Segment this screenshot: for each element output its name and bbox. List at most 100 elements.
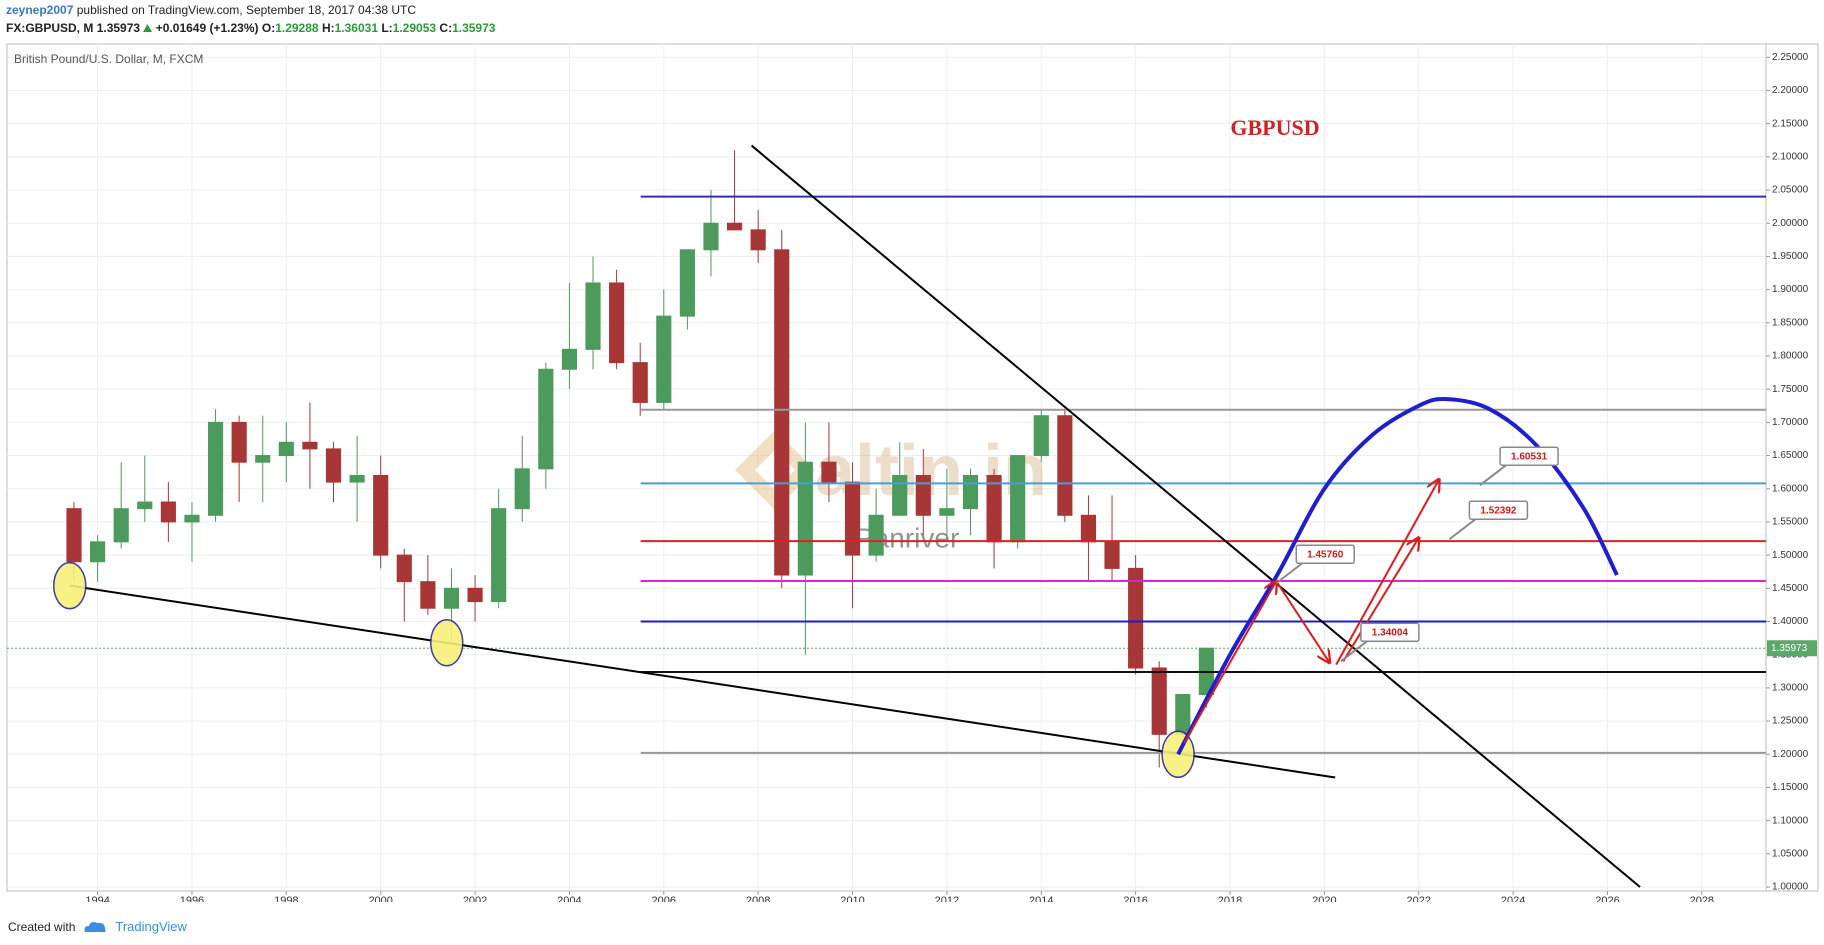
y-tick-label: 1.10000 xyxy=(1772,815,1809,826)
x-tick-label: 1998 xyxy=(274,895,298,902)
candle-body xyxy=(1057,415,1073,516)
arrow xyxy=(1183,581,1276,744)
candle-body xyxy=(679,249,695,317)
created-with: Created with xyxy=(8,919,76,934)
candle-body xyxy=(66,508,82,563)
change: +0.01649 (+1.23%) xyxy=(155,21,259,35)
x-tick-label: 2024 xyxy=(1501,895,1525,902)
plot-area xyxy=(6,43,1767,892)
x-tick-label: 2004 xyxy=(557,895,581,902)
high: 1.36031 xyxy=(334,21,378,35)
y-tick-label: 1.20000 xyxy=(1772,749,1809,760)
x-tick-label: 2022 xyxy=(1406,895,1430,902)
price-label: 1.52392 xyxy=(1480,505,1517,516)
arrow xyxy=(1342,538,1418,662)
candle-body xyxy=(797,461,813,576)
candle-body xyxy=(561,348,578,370)
candle-body xyxy=(609,282,625,364)
brand[interactable]: TradingView xyxy=(115,919,187,934)
last-price-label: 1.35973 xyxy=(1771,643,1808,654)
published: published on TradingView.com, September … xyxy=(76,3,417,17)
y-tick-label: 2.20000 xyxy=(1772,85,1809,96)
chart-subtitle: British Pound/U.S. Dollar, M, FXCM xyxy=(14,52,203,66)
low: 1.29053 xyxy=(392,21,437,35)
candle-body xyxy=(396,554,412,583)
x-tick-label: 2020 xyxy=(1312,895,1336,902)
candle-body xyxy=(726,222,743,231)
x-tick-label: 1994 xyxy=(85,895,109,902)
arrow xyxy=(1275,580,1329,663)
x-tick-label: 2016 xyxy=(1123,895,1147,902)
y-tick-label: 1.75000 xyxy=(1772,384,1809,395)
price-label: 1.34004 xyxy=(1372,627,1409,638)
candle-body xyxy=(774,249,790,576)
y-tick-label: 1.90000 xyxy=(1772,284,1809,295)
y-tick-label: 1.65000 xyxy=(1772,450,1809,461)
label-pointer xyxy=(1340,640,1368,663)
candle-body xyxy=(939,508,955,516)
open-label: O: xyxy=(261,21,276,35)
y-tick-label: 1.45000 xyxy=(1772,583,1809,594)
footer: Created with TradingView xyxy=(8,919,187,934)
candle-body xyxy=(585,282,601,350)
candle-body xyxy=(467,587,483,603)
last-price-tag xyxy=(1767,640,1817,657)
candle-body xyxy=(349,474,365,483)
candle-body xyxy=(113,508,129,543)
x-tick-label: 2014 xyxy=(1029,895,1053,902)
trendline xyxy=(69,584,1336,779)
candle-body xyxy=(278,441,294,457)
marker-ellipse xyxy=(430,618,464,667)
open: 1.29288 xyxy=(275,21,319,35)
marker-ellipse xyxy=(53,561,87,610)
candle-body xyxy=(137,501,153,510)
symbol-line: FX:GBPUSD, M 1.35973 +0.01649 (+1.23%) O… xyxy=(6,21,495,35)
candle-body xyxy=(538,368,554,470)
price-axis xyxy=(1765,43,1819,892)
y-tick-label: 1.30000 xyxy=(1772,683,1809,694)
x-tick-label: 2006 xyxy=(652,895,676,902)
chart: altin.in Panriver 1.457601.340041.523921… xyxy=(6,43,1819,902)
candle-body xyxy=(231,421,247,463)
y-tick-label: 1.95000 xyxy=(1772,251,1809,262)
author[interactable]: zeynep2007 xyxy=(6,3,74,17)
candle-body xyxy=(302,441,318,450)
x-tick-label: 2008 xyxy=(746,895,770,902)
chart-title: GBPUSD xyxy=(1230,115,1319,140)
candle-body xyxy=(1010,455,1026,543)
y-tick-label: 1.40000 xyxy=(1772,616,1809,627)
candle-body xyxy=(1128,567,1144,669)
candle-body xyxy=(1151,667,1167,735)
candle-body xyxy=(160,501,176,523)
candle-body xyxy=(420,581,436,609)
high-label: H: xyxy=(321,21,335,35)
y-tick-label: 1.25000 xyxy=(1772,716,1809,727)
y-tick-label: 2.15000 xyxy=(1772,118,1809,129)
low-label: L: xyxy=(381,21,393,35)
candle-body xyxy=(1104,541,1120,569)
price-label: 1.60531 xyxy=(1511,451,1548,462)
label-box xyxy=(1499,446,1559,466)
candle-body xyxy=(184,514,200,523)
candle-body xyxy=(915,474,931,516)
y-tick-label: 1.70000 xyxy=(1772,417,1809,428)
candle-body xyxy=(1175,694,1191,735)
close: 1.35973 xyxy=(452,21,496,35)
candle-body xyxy=(207,421,224,516)
candle-body xyxy=(1033,415,1049,457)
x-tick-label: 2018 xyxy=(1218,895,1242,902)
y-tick-label: 1.15000 xyxy=(1772,782,1809,793)
candle-body xyxy=(703,222,719,251)
candle-body xyxy=(821,461,837,483)
x-tick-label: 2012 xyxy=(935,895,959,902)
y-tick-label: 1.60000 xyxy=(1772,483,1809,494)
y-tick-label: 1.05000 xyxy=(1772,848,1809,859)
candle-body xyxy=(868,514,884,556)
y-tick-label: 2.00000 xyxy=(1772,218,1809,229)
label-box xyxy=(1360,622,1420,643)
candle-body xyxy=(750,229,766,251)
x-tick-label: 2010 xyxy=(840,895,864,902)
label-box xyxy=(1468,500,1529,520)
label-pointer xyxy=(1275,562,1303,585)
